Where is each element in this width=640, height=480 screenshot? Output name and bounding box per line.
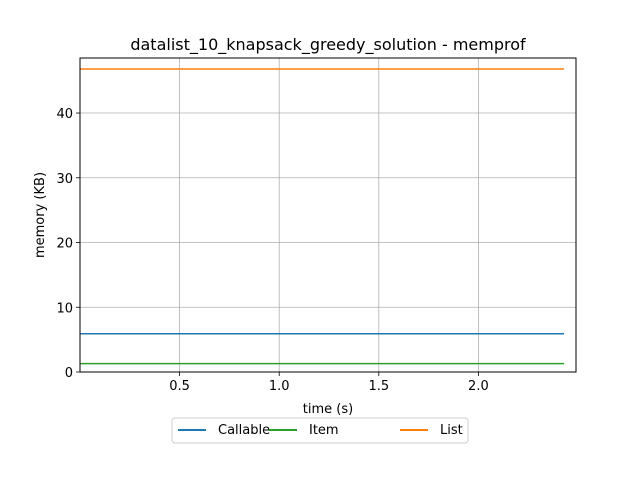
chart-title: datalist_10_knapsack_greedy_solution - m… [130,35,526,55]
legend-label-callable: Callable [218,423,270,438]
y-tick-label: 20 [56,237,73,252]
y-tick-label: 40 [56,107,73,122]
x-tick-label: 2.0 [468,379,489,394]
x-axis-label: time (s) [303,402,353,417]
x-axis: 0.5 1.0 1.5 2.0 [169,372,489,394]
legend-box [171,417,469,444]
series-lines [80,68,565,365]
y-axis-label: memory (KB) [33,172,48,258]
x-tick-label: 1.5 [368,379,389,394]
y-tick-label: 0 [65,366,73,381]
y-tick-label: 30 [56,172,73,187]
legend-label-list: List [440,423,463,438]
y-tick-label: 10 [56,301,73,316]
plot-area-frame [79,57,577,373]
x-tick-label: 1.0 [269,379,290,394]
legend-label-item: Item [309,423,339,438]
grid-lines [80,58,576,373]
y-axis: 0 10 20 30 40 [56,107,80,381]
legend: Callable Item List [171,417,469,444]
x-tick-label: 0.5 [169,379,190,394]
